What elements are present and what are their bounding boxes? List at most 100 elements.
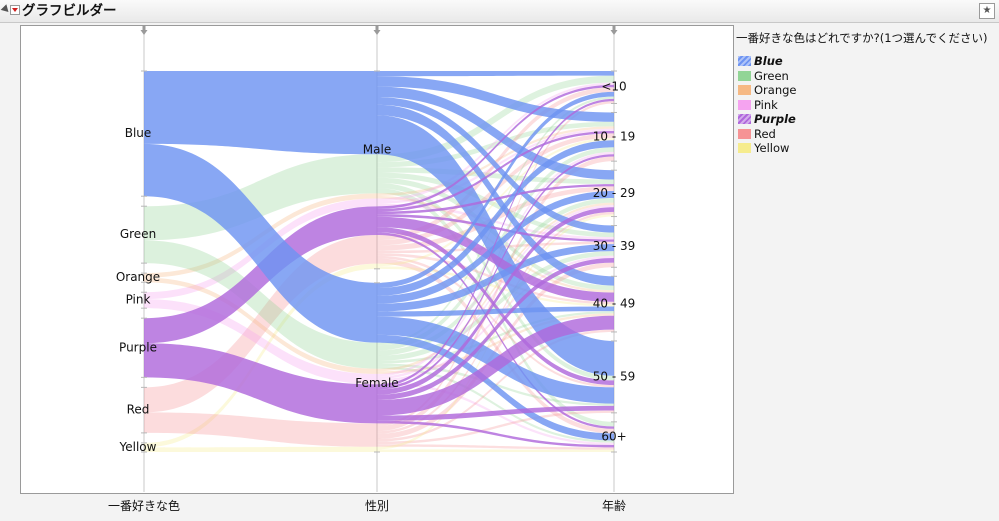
ribbon-blue-male[interactable] xyxy=(144,71,377,155)
ribbon-female-5059-purple[interactable] xyxy=(377,405,614,421)
legend-item-blue[interactable]: Blue xyxy=(736,54,998,69)
ribbon-male-1019-orange[interactable] xyxy=(377,126,614,196)
ribbon-male-3039-pink[interactable] xyxy=(377,203,614,240)
ribbon-female-1019-red[interactable] xyxy=(377,156,614,432)
axis-drop-arrow-icon[interactable] xyxy=(373,30,381,35)
red-triangle-menu-icon[interactable] xyxy=(10,5,20,15)
ribbon-female-10-blue[interactable] xyxy=(377,91,614,289)
ribbon-male-1019-blue[interactable] xyxy=(377,76,614,122)
category-label-green: Green xyxy=(120,227,156,241)
ribbon-male-3039-purple[interactable] xyxy=(377,214,614,242)
axis-drop-arrow-icon[interactable] xyxy=(140,30,148,35)
ribbon-female-3039-pink[interactable] xyxy=(377,255,614,382)
window-title: グラフビルダー xyxy=(22,3,117,19)
ribbon-female-2029-orange[interactable] xyxy=(377,202,614,372)
legend-item-purple[interactable]: Purple xyxy=(736,112,998,127)
axis-drop-handle-icon xyxy=(375,26,379,30)
legend-item-yellow[interactable]: Yellow xyxy=(736,141,998,156)
ribbon-male-1019-purple[interactable] xyxy=(377,131,614,212)
ribbons xyxy=(144,71,614,452)
ribbon-male-60-red[interactable] xyxy=(377,258,614,434)
legend-swatch-yellow xyxy=(738,143,751,153)
ribbon-male-5059-red[interactable] xyxy=(377,255,614,388)
legend-item-red[interactable]: Red xyxy=(736,127,998,142)
axis-drop-handle-icon xyxy=(142,26,146,30)
category-label-male: Male xyxy=(363,142,391,156)
ribbon-male-2029-blue[interactable] xyxy=(377,86,614,180)
category-label-age: 50 - 59 xyxy=(593,369,636,383)
category-label-red: Red xyxy=(127,403,150,417)
ribbon-purple-male[interactable] xyxy=(144,206,377,344)
category-label-blue: Blue xyxy=(125,126,152,140)
legend-label: Blue xyxy=(754,54,783,68)
legend-swatch-purple xyxy=(738,114,751,124)
ribbon-female-2029-blue[interactable] xyxy=(377,191,614,304)
star-menu-icon[interactable]: ★ xyxy=(979,3,995,19)
ribbon-female-4049-purple[interactable] xyxy=(377,315,614,416)
ribbon-female-60-blue[interactable] xyxy=(377,334,614,441)
ribbon-female-5059-red[interactable] xyxy=(377,410,614,445)
ribbon-female-2029-red[interactable] xyxy=(377,211,614,434)
ribbon-male-1019-yellow[interactable] xyxy=(377,137,614,267)
category-label-purple: Purple xyxy=(119,340,157,354)
ribbon-male-3039-blue[interactable] xyxy=(377,97,614,233)
ribbon-female-3039-purple[interactable] xyxy=(377,258,614,400)
category-label-age: 30 - 39 xyxy=(593,239,636,253)
ribbon-male-3039-green[interactable] xyxy=(377,172,614,238)
ribbon-yellow-male[interactable] xyxy=(144,263,377,448)
ribbon-female-60-red[interactable] xyxy=(377,444,614,450)
axis-drop-arrow-icon[interactable] xyxy=(610,30,618,35)
ribbon-female-1019-purple[interactable] xyxy=(377,154,614,390)
ribbon-female-4049-blue[interactable] xyxy=(377,306,614,317)
legend-item-orange[interactable]: Orange xyxy=(736,83,998,98)
category-label-age: <10 xyxy=(601,80,626,94)
axis-title-age: 年齢 xyxy=(601,499,627,513)
ribbon-purple-female[interactable] xyxy=(144,343,377,424)
ribbon-female-3039-red[interactable] xyxy=(377,262,614,439)
legend-swatch-orange xyxy=(738,85,751,95)
ribbon-female-2029-purple[interactable] xyxy=(377,207,614,395)
category-label-age: 10 - 19 xyxy=(593,129,636,143)
ribbon-male-5059-purple[interactable] xyxy=(377,227,614,386)
category-label-yellow: Yellow xyxy=(119,440,157,454)
ribbon-red-female[interactable] xyxy=(144,412,377,447)
ribbon-male-10-pink[interactable] xyxy=(377,82,614,202)
ribbon-female-4049-orange[interactable] xyxy=(377,313,614,374)
ribbon-blue-female[interactable] xyxy=(144,143,377,343)
ribbon-female-60-yellow[interactable] xyxy=(377,449,614,452)
ribbon-female-2029-pink[interactable] xyxy=(377,204,614,380)
axis-drop-handle-icon xyxy=(612,26,616,30)
ribbon-male-4049-blue[interactable] xyxy=(377,104,614,286)
legend-swatch-pink xyxy=(738,99,751,110)
ribbon-male-1019-green[interactable] xyxy=(377,121,614,168)
legend-item-pink[interactable]: Pink xyxy=(736,98,998,113)
legend-item-green[interactable]: Green xyxy=(736,69,998,84)
ribbon-female-3039-blue[interactable] xyxy=(377,244,614,312)
ribbon-female-4049-green[interactable] xyxy=(377,311,614,364)
ribbon-male-5059-green[interactable] xyxy=(377,182,614,381)
ribbon-male-10-green[interactable] xyxy=(377,75,614,163)
ribbon-green-female[interactable] xyxy=(144,240,377,369)
category-label-age: 60+ xyxy=(601,429,626,443)
ribbon-green-male[interactable] xyxy=(144,154,377,241)
category-label-age: 20 - 29 xyxy=(593,186,636,200)
category-label-age: 40 - 49 xyxy=(593,297,636,311)
ribbon-female-1019-blue[interactable] xyxy=(377,140,614,296)
ribbon-male-4049-purple[interactable] xyxy=(377,216,614,302)
ribbon-orange-female[interactable] xyxy=(144,277,377,374)
legend-label: Yellow xyxy=(754,141,790,155)
legend-label: Orange xyxy=(754,83,797,97)
ribbon-female-60-green[interactable] xyxy=(377,366,614,443)
ribbon-male-10-purple[interactable] xyxy=(377,84,614,209)
ribbon-female-60-purple[interactable] xyxy=(377,420,614,448)
legend-label: Green xyxy=(754,68,789,83)
legend-swatch-blue xyxy=(738,56,751,66)
ribbon-yellow-female[interactable] xyxy=(144,446,377,452)
ribbon-male-2029-purple[interactable] xyxy=(377,184,614,215)
ribbon-female-10-purple[interactable] xyxy=(377,98,614,387)
ribbon-pink-female[interactable] xyxy=(144,299,377,385)
legend-swatch-red xyxy=(738,128,751,139)
axis-title-color: 一番好きな色 xyxy=(107,499,181,513)
ribbon-male-10-blue[interactable] xyxy=(377,71,614,77)
ribbon-male-4049-yellow[interactable] xyxy=(377,266,614,307)
